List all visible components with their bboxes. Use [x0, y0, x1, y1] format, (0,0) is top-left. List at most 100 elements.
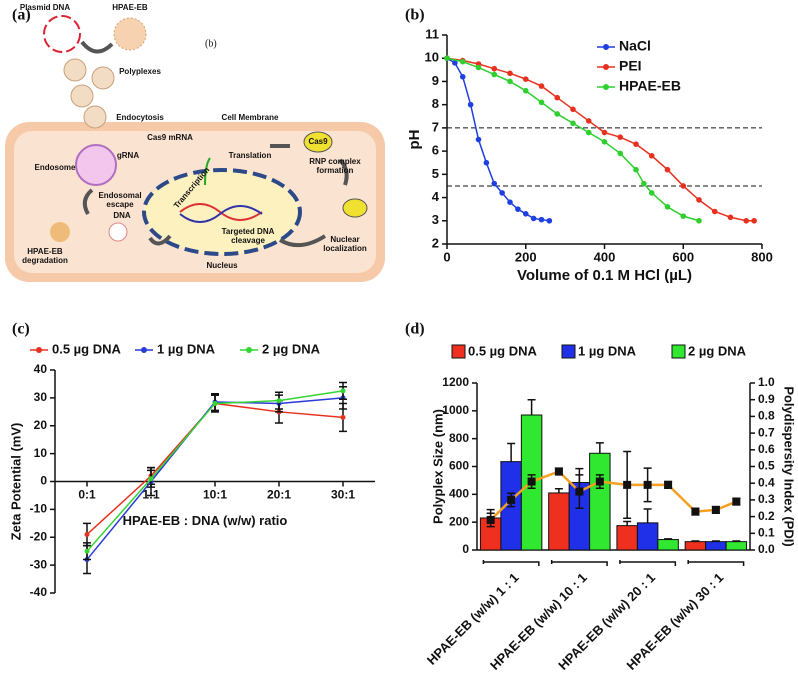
arrow — [338, 158, 349, 186]
bar — [684, 541, 707, 551]
label: Cell Membrane — [222, 113, 279, 122]
label: Endocytosis — [116, 113, 164, 122]
marker — [475, 64, 482, 71]
label: DNA — [113, 211, 131, 220]
legend-label: NaCl — [619, 38, 651, 54]
series-line — [446, 57, 700, 222]
marker — [483, 159, 490, 166]
polyplex — [70, 84, 94, 108]
y-tick-label: 6 — [432, 143, 439, 158]
label: Cas9 — [308, 137, 328, 146]
x-tick-label: 600 — [672, 249, 694, 264]
x-tick-label: 10:1 — [203, 488, 227, 502]
pdi-marker — [643, 480, 652, 489]
error-bar — [711, 540, 720, 542]
marker — [546, 217, 553, 224]
legend-label: 2 µg DNA — [688, 343, 747, 358]
marker — [633, 166, 639, 173]
marker — [84, 548, 90, 554]
y-axis-label: Polyplex Size (nm) — [430, 409, 445, 524]
y-tick-label: -40 — [30, 585, 48, 599]
diagram: (a) (b) Plasmid DNA HPAE-EB Polyplexes E… — [5, 3, 385, 282]
legend-label: 0.5 µg DNA — [468, 343, 538, 358]
x-tick-label: 30:1 — [331, 488, 355, 502]
series-line — [86, 397, 344, 561]
label: escape — [106, 200, 134, 209]
marker — [711, 208, 718, 215]
x-axis-label: Volume of 0.1 M HCl (µL) — [517, 267, 692, 284]
label: Targeted DNA — [222, 227, 275, 236]
y-tick-label: -20 — [30, 529, 48, 543]
marker — [538, 83, 545, 89]
marker — [507, 78, 513, 85]
pdi-marker — [732, 497, 741, 506]
cas9-icon — [303, 131, 333, 153]
dna-plasmid — [108, 222, 128, 242]
marker — [507, 199, 513, 205]
group-bracket — [687, 560, 745, 566]
y-tick-label: 1000 — [442, 403, 469, 417]
label: Nucleus — [206, 261, 238, 270]
y2-tick-label: 0.2 — [758, 509, 775, 523]
y2-tick-label: 0.6 — [758, 442, 775, 456]
group-bracket — [619, 560, 677, 566]
bar — [636, 522, 659, 551]
stray-label: (b) — [205, 38, 217, 49]
arrow — [204, 157, 211, 186]
legend-label: 1 µg DNA — [157, 341, 216, 356]
panel-label: (c) — [12, 321, 30, 338]
degraded-polymer — [50, 222, 70, 242]
marker — [633, 141, 639, 147]
pdi-marker — [664, 480, 673, 489]
error-bar — [643, 508, 652, 523]
bar — [589, 452, 611, 551]
error-bar — [732, 540, 741, 542]
pdi-marker — [486, 515, 495, 524]
arrow — [148, 234, 172, 246]
marker — [515, 206, 521, 212]
marker — [491, 180, 498, 187]
x-tick-label: 0 — [443, 249, 450, 264]
marker — [641, 180, 647, 187]
marker — [585, 129, 592, 136]
group-bracket — [482, 560, 540, 566]
marker — [522, 211, 529, 217]
x-axis-label: HPAE-EB : DNA (w/w) ratio — [123, 513, 288, 528]
marker — [601, 139, 608, 145]
error-bar — [623, 520, 632, 526]
marker — [491, 65, 498, 72]
error-bar — [691, 540, 700, 542]
marker — [648, 152, 655, 159]
dna-icon — [179, 205, 263, 223]
marker — [696, 197, 702, 203]
legend-marker — [603, 44, 609, 50]
label: RNP complex — [309, 157, 361, 166]
pdi-marker — [623, 480, 632, 489]
y2-tick-label: 1.0 — [758, 375, 775, 389]
error-bar — [527, 398, 536, 416]
marker — [538, 216, 545, 223]
pdi-marker — [691, 507, 700, 516]
y2-tick-label: 0.4 — [758, 475, 775, 489]
marker — [84, 531, 90, 537]
marker — [475, 136, 482, 143]
marker — [680, 183, 687, 189]
legend-label: PEI — [619, 58, 642, 74]
bar — [616, 525, 638, 551]
marker — [648, 190, 655, 196]
bar — [725, 541, 748, 551]
pdi-marker — [575, 487, 584, 496]
panel-label: (d) — [405, 321, 425, 338]
marker — [554, 111, 561, 117]
y-tick-label: 1200 — [442, 375, 469, 389]
marker — [585, 118, 592, 124]
error-bar — [664, 538, 673, 540]
label: cleavage — [231, 236, 265, 245]
marker — [664, 204, 671, 210]
legend-swatch — [451, 344, 466, 359]
marker — [452, 60, 458, 66]
y2-axis-label: Polydispersity Index (PDI) — [782, 386, 797, 546]
x-tick-label: 200 — [515, 249, 537, 264]
marker — [467, 101, 474, 108]
